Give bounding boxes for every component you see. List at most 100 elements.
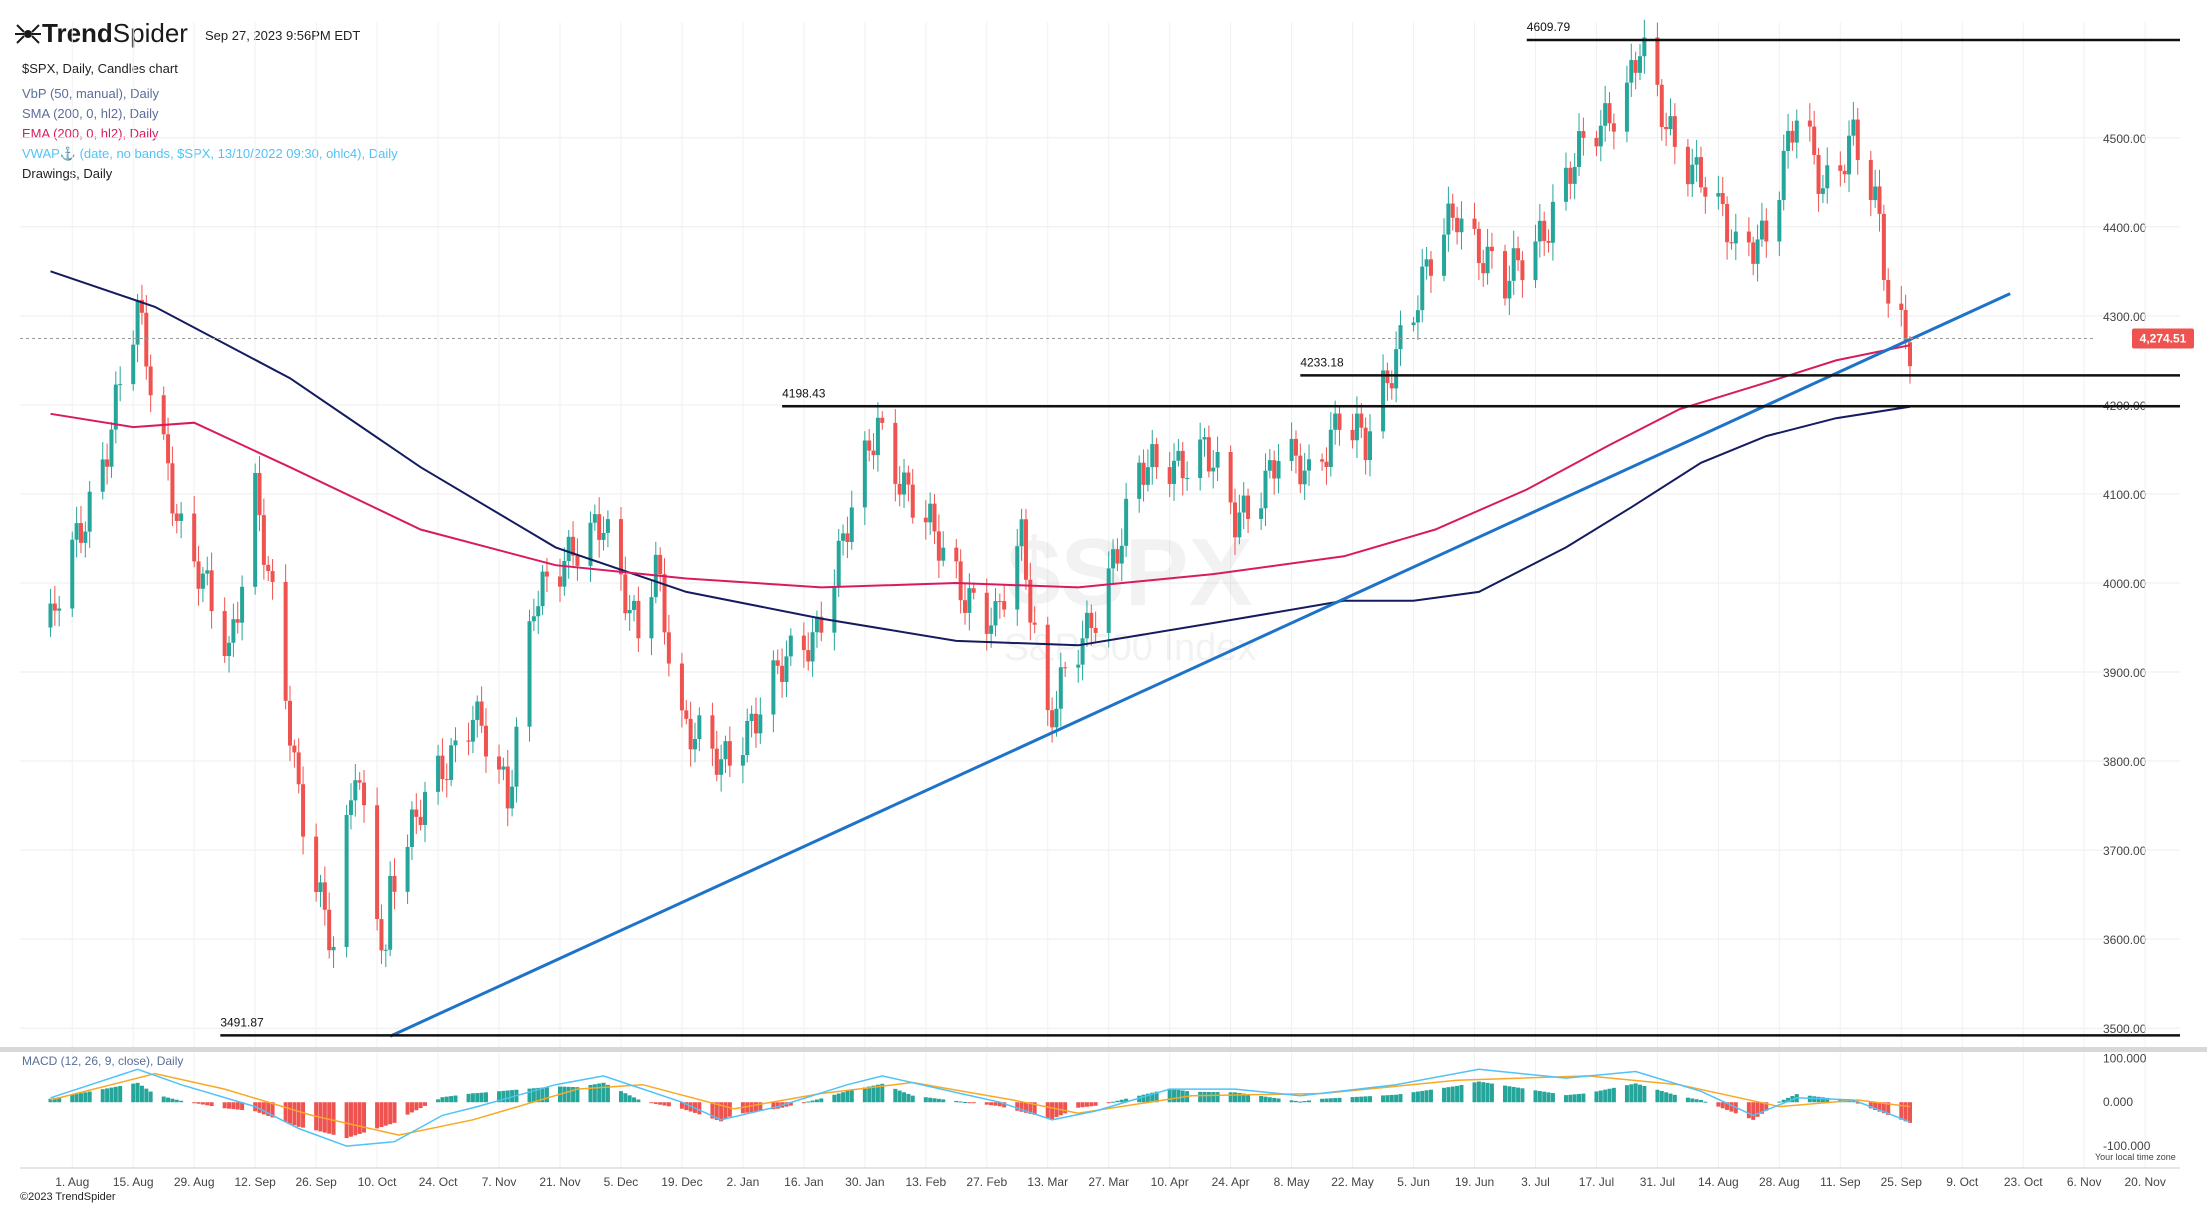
macd-bar <box>893 1088 898 1103</box>
candle-body <box>958 561 963 601</box>
macd-bar <box>1058 1102 1063 1116</box>
macd-bar <box>771 1102 776 1110</box>
indicator-label[interactable]: VWAP⚓ (date, no bands, $SPX, 13/10/2022 … <box>22 146 398 161</box>
level-label: 4609.79 <box>1527 20 1571 34</box>
candle-body <box>954 547 959 562</box>
macd-bar <box>1263 1096 1268 1103</box>
macd-bar <box>170 1098 175 1103</box>
candle-body <box>1442 234 1447 276</box>
candle-body <box>1633 60 1638 73</box>
candle-body <box>1851 119 1856 136</box>
candle-body <box>1298 455 1303 485</box>
candle-body <box>1015 546 1020 610</box>
candle-body <box>531 616 536 622</box>
candle-body <box>48 603 53 628</box>
candle-body <box>1124 498 1129 546</box>
macd-bar <box>1903 1102 1908 1122</box>
candle-body <box>1825 165 1830 189</box>
macd-bar <box>540 1087 545 1103</box>
time-tick-label: 1. Aug <box>55 1175 89 1189</box>
macd-bar <box>1359 1096 1364 1103</box>
candle-body <box>270 571 275 582</box>
macd-bar <box>113 1086 118 1103</box>
macd-bar <box>231 1102 236 1110</box>
candle-body <box>1350 429 1355 441</box>
candle-body <box>100 459 105 492</box>
candle-body <box>388 875 393 950</box>
candle-body <box>562 560 567 587</box>
candle-body <box>784 656 789 682</box>
candle-body <box>1415 310 1420 323</box>
macd-bar <box>723 1102 728 1120</box>
macd-bar <box>357 1102 362 1134</box>
candle-body <box>801 635 806 651</box>
candle-body <box>1215 451 1220 468</box>
macd-bar <box>1642 1085 1647 1103</box>
macd-bar <box>658 1102 663 1105</box>
indicator-label[interactable]: VbP (50, manual), Daily <box>22 86 160 101</box>
macd-bar <box>1211 1092 1216 1103</box>
macd-bar <box>48 1098 53 1103</box>
macd-bar <box>1516 1087 1521 1103</box>
candle-body <box>1137 462 1142 499</box>
candle-body <box>540 571 545 607</box>
macd-bar <box>1729 1102 1734 1112</box>
candle-body <box>205 570 210 574</box>
candle-body <box>623 574 628 614</box>
candle-body <box>392 875 397 892</box>
macd-bar <box>1851 1101 1856 1103</box>
candle-body <box>1886 279 1891 304</box>
macd-bar <box>423 1102 427 1106</box>
candle-body <box>118 384 123 386</box>
time-tick-label: 5. Jun <box>1397 1175 1430 1189</box>
candle-body <box>235 619 240 623</box>
macd-bar <box>1050 1102 1055 1120</box>
indicator-label[interactable]: SMA (200, 0, hl2), Daily <box>22 106 159 121</box>
candle-body <box>1385 370 1390 384</box>
candle-body <box>200 573 205 589</box>
candle-body <box>684 710 689 719</box>
candle-body <box>1598 125 1603 147</box>
macd-bar <box>1442 1087 1447 1103</box>
macd-bar <box>166 1097 171 1103</box>
time-tick-label: 2. Jan <box>727 1175 760 1189</box>
candle-body <box>923 517 928 523</box>
macd-bar <box>74 1093 79 1103</box>
macd-bar <box>1476 1081 1481 1103</box>
candle-body <box>688 718 693 750</box>
candle-body <box>466 740 471 742</box>
time-tick-label: 13. Mar <box>1027 1175 1068 1189</box>
candle-body <box>1485 246 1490 274</box>
indicator-label[interactable]: Drawings, Daily <box>22 166 113 181</box>
macd-bar <box>1167 1088 1172 1103</box>
candle-body <box>1455 217 1460 233</box>
macd-bar <box>1084 1102 1089 1107</box>
macd-bar <box>605 1084 610 1103</box>
candle-body <box>296 752 301 785</box>
time-tick-label: 19. Dec <box>661 1175 702 1189</box>
candle-body <box>1903 309 1908 343</box>
macd-bar <box>379 1102 384 1128</box>
macd-bar <box>906 1093 911 1103</box>
candle-body <box>1394 349 1399 389</box>
candle-body <box>362 782 367 806</box>
candle-body <box>1307 459 1312 471</box>
macd-bar <box>78 1093 83 1103</box>
macd-bar <box>1363 1096 1368 1103</box>
candle-body <box>1267 460 1272 471</box>
level-label: 4233.18 <box>1300 355 1344 369</box>
candle-body <box>209 570 214 612</box>
candle-body <box>1272 460 1277 479</box>
symbol-line[interactable]: $SPX, Daily, Candles chart <box>22 61 178 76</box>
macd-bar <box>627 1095 632 1103</box>
indicator-label[interactable]: EMA (200, 0, hl2), Daily <box>22 126 159 141</box>
macd-bar <box>775 1102 780 1109</box>
macd-bar <box>344 1102 349 1139</box>
time-tick-label: 26. Sep <box>295 1175 337 1189</box>
sma-200-line <box>50 270 1911 647</box>
macd-bar <box>1812 1096 1817 1103</box>
candle-body <box>836 540 841 587</box>
candle-body <box>1206 437 1211 472</box>
candle-body <box>475 701 480 720</box>
